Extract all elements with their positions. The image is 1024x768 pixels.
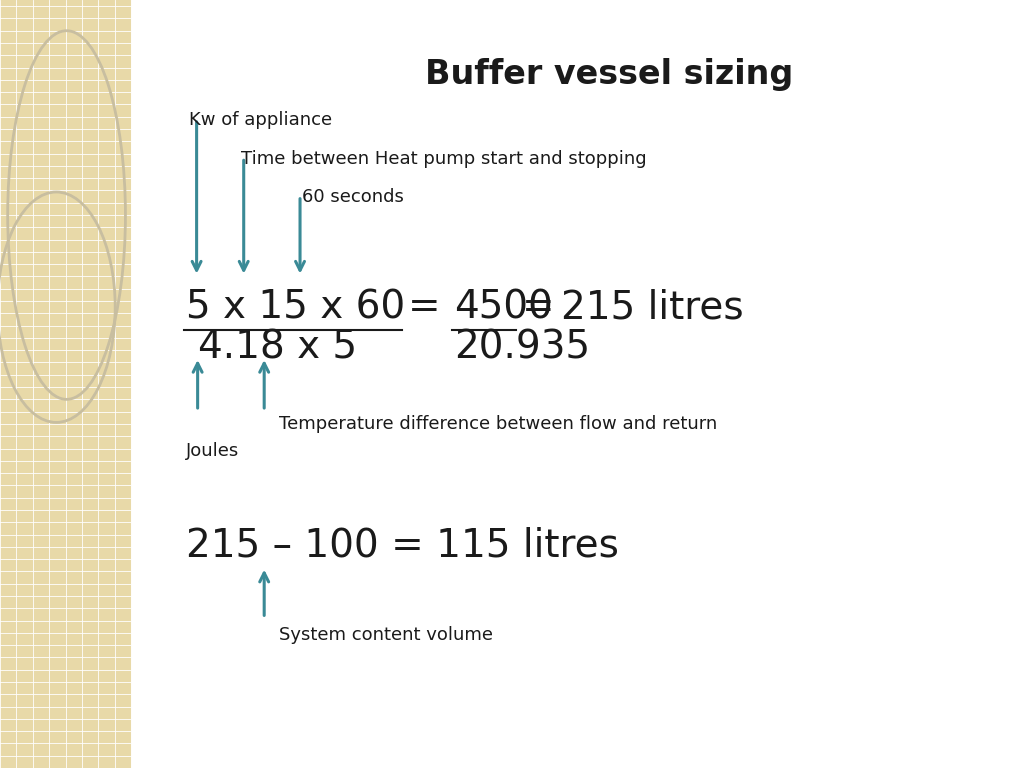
Text: 5 x 15 x 60: 5 x 15 x 60 — [186, 288, 406, 326]
Text: Joules: Joules — [186, 442, 240, 459]
Text: System content volume: System content volume — [279, 626, 493, 644]
Text: 215 litres: 215 litres — [561, 288, 743, 326]
Text: 4500: 4500 — [454, 288, 553, 326]
Text: 60 seconds: 60 seconds — [302, 188, 403, 206]
Text: 20.935: 20.935 — [454, 328, 590, 366]
Text: =: = — [408, 288, 440, 326]
Text: Kw of appliance: Kw of appliance — [189, 111, 333, 129]
Text: =: = — [522, 288, 555, 326]
Text: 4.18 x 5: 4.18 x 5 — [198, 328, 356, 366]
Text: Temperature difference between flow and return: Temperature difference between flow and … — [279, 415, 717, 432]
Text: Buffer vessel sizing: Buffer vessel sizing — [425, 58, 794, 91]
Text: 215 – 100 = 115 litres: 215 – 100 = 115 litres — [186, 526, 620, 564]
Bar — [0, 0, 130, 768]
Text: Time between Heat pump start and stopping: Time between Heat pump start and stoppin… — [241, 150, 646, 167]
